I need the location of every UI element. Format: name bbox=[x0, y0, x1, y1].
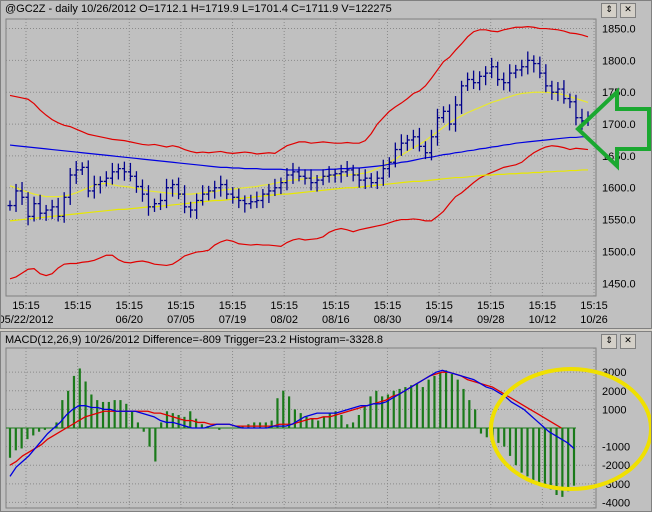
macd-tick-label: -1000 bbox=[602, 442, 630, 454]
macd-restore-button[interactable]: ⇕ bbox=[601, 334, 617, 349]
x-date-label: 07/05 bbox=[167, 314, 195, 326]
price-tick-label: 1450.0 bbox=[602, 278, 636, 290]
x-time-label: 15:15 bbox=[374, 300, 402, 312]
x-time-label: 15:15 bbox=[64, 300, 92, 312]
close-button[interactable]: ✕ bbox=[620, 3, 636, 18]
x-time-label: 15:15 bbox=[116, 300, 144, 312]
restore-button[interactable]: ⇕ bbox=[601, 3, 617, 18]
macd-tick-label: 1000 bbox=[602, 404, 626, 416]
x-time-label: 15:15 bbox=[477, 300, 505, 312]
bollinger-lower-line bbox=[9, 145, 589, 280]
bollinger-upper-line bbox=[9, 26, 589, 155]
x-time-label: 15:15 bbox=[167, 300, 195, 312]
x-date-label: 08/16 bbox=[322, 314, 350, 326]
x-date-label: 10/12 bbox=[529, 314, 557, 326]
price-tick-label: 1550.0 bbox=[602, 215, 636, 227]
x-date-label: 06/20 bbox=[116, 314, 144, 326]
macd-tick-label: -2000 bbox=[602, 460, 630, 472]
x-date-label: 10/26 bbox=[580, 314, 608, 326]
macd-tick-label: -4000 bbox=[602, 497, 630, 509]
macd-header: MACD(12,26,9) 10/26/2012 Difference=-809… bbox=[5, 334, 383, 346]
price-chart-panel[interactable]: @GC2Z - daily 10/26/2012 O=1712.1 H=1719… bbox=[0, 0, 652, 329]
x-time-label: 15:15 bbox=[270, 300, 298, 312]
price-tick-label: 1800.0 bbox=[602, 55, 636, 67]
x-time-label: 15:15 bbox=[12, 300, 40, 312]
price-plot-area bbox=[5, 18, 597, 297]
x-date-label: 05/22/2012 bbox=[1, 314, 54, 326]
x-time-label: 15:15 bbox=[322, 300, 350, 312]
x-time-label: 15:15 bbox=[580, 300, 608, 312]
x-time-label: 15:15 bbox=[219, 300, 247, 312]
macd-line bbox=[9, 369, 575, 477]
macd-tick-label: 2000 bbox=[602, 386, 626, 398]
green-arrow-annotation bbox=[575, 87, 651, 171]
price-tick-label: 1850.0 bbox=[602, 24, 636, 36]
x-date-label: 09/14 bbox=[425, 314, 453, 326]
price-tick-label: 1500.0 bbox=[602, 246, 636, 258]
trigger-line bbox=[9, 371, 562, 466]
price-tick-label: 1600.0 bbox=[602, 183, 636, 195]
macd-panel[interactable]: MACD(12,26,9) 10/26/2012 Difference=-809… bbox=[0, 331, 652, 512]
macd-close-button[interactable]: ✕ bbox=[620, 334, 636, 349]
price-tick-label: 1700.0 bbox=[602, 119, 636, 131]
price-chart-svg: 1450.01500.01550.01600.01650.01700.01750… bbox=[1, 18, 651, 326]
x-date-label: 07/19 bbox=[219, 314, 247, 326]
x-date-label: 09/28 bbox=[477, 314, 505, 326]
x-time-label: 15:15 bbox=[529, 300, 557, 312]
ma200-line bbox=[9, 169, 588, 222]
price-chart-header: @GC2Z - daily 10/26/2012 O=1712.1 H=1719… bbox=[5, 3, 392, 15]
x-date-label: 08/02 bbox=[270, 314, 298, 326]
yellow-circle-annotation bbox=[489, 367, 651, 491]
x-date-label: 08/30 bbox=[374, 314, 402, 326]
x-time-label: 15:15 bbox=[425, 300, 453, 312]
